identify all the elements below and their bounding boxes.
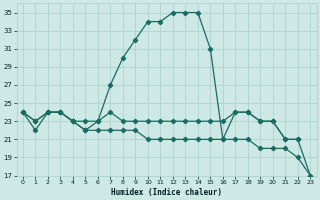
X-axis label: Humidex (Indice chaleur): Humidex (Indice chaleur) [111, 188, 222, 197]
